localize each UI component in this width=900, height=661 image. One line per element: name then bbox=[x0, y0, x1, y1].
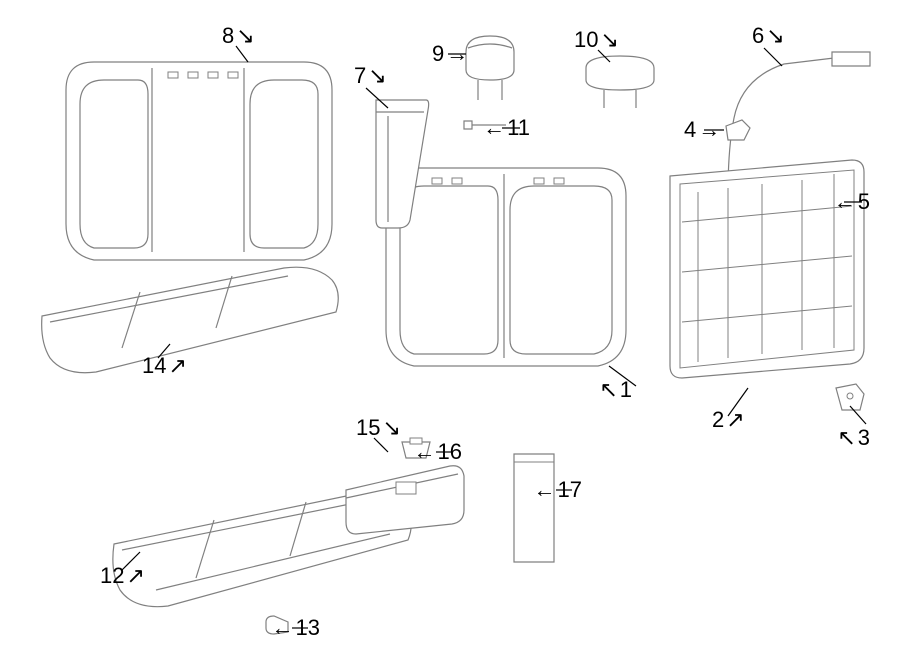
callout-ref: 16 bbox=[438, 439, 462, 464]
callout-ref: 3 bbox=[858, 425, 870, 450]
callout-ref: 5 bbox=[858, 189, 870, 214]
callout-ref: 4 bbox=[684, 117, 696, 142]
callout-ref: 12 bbox=[100, 563, 124, 588]
armrest-assy bbox=[340, 458, 470, 538]
callout-arrow: ↖ bbox=[837, 425, 855, 450]
callout-11: ←11 bbox=[481, 117, 530, 139]
callout-3: ↖3 bbox=[835, 427, 870, 449]
callout-arrow: → bbox=[446, 41, 468, 66]
seat-back-latch bbox=[722, 116, 754, 144]
callout-4: 4→ bbox=[684, 119, 722, 141]
callout-ref: 14 bbox=[142, 353, 166, 378]
callout-7: 7↘ bbox=[354, 65, 389, 87]
callout-6: 6↘ bbox=[752, 25, 787, 47]
callout-12: 12↗ bbox=[100, 565, 147, 587]
callout-arrow: ↘ bbox=[382, 415, 400, 440]
seat-cushion-assy bbox=[36, 262, 346, 382]
callout-arrow: ↘ bbox=[766, 23, 784, 48]
callout-arrow: ↗ bbox=[168, 353, 186, 378]
callout-ref: 9 bbox=[432, 41, 444, 66]
callout-ref: 2 bbox=[712, 407, 724, 432]
callout-ref: 13 bbox=[296, 615, 320, 640]
callout-16: ←16 bbox=[412, 441, 462, 463]
callout-arrow: ← bbox=[483, 115, 505, 140]
callout-14: 14↗ bbox=[142, 355, 189, 377]
callout-10: 10↘ bbox=[574, 29, 621, 51]
callout-ref: 17 bbox=[558, 477, 582, 502]
callout-ref: 8 bbox=[222, 23, 234, 48]
callout-1: ↖1 bbox=[597, 379, 632, 401]
seat-back-bolster bbox=[368, 92, 434, 232]
callout-arrow: ↘ bbox=[368, 63, 386, 88]
callout-8: 8↘ bbox=[222, 25, 257, 47]
callout-13: ←13 bbox=[270, 617, 320, 639]
seat-back-assy-left bbox=[58, 54, 340, 274]
callout-15: 15↘ bbox=[356, 417, 403, 439]
callout-ref: 1 bbox=[620, 377, 632, 402]
callout-17: ←17 bbox=[532, 479, 582, 501]
callout-arrow: ↗ bbox=[726, 407, 744, 432]
callout-9: 9→ bbox=[432, 43, 470, 65]
callout-arrow: ↘ bbox=[236, 23, 254, 48]
seat-back-frame bbox=[662, 152, 872, 382]
diagram-stage: ↖12↗↖34→←56↘7↘8↘9→10↘←1112↗←1314↗15↘←16←… bbox=[0, 0, 900, 661]
callout-arrow: ↘ bbox=[600, 27, 618, 52]
callout-arrow: ↖ bbox=[599, 377, 617, 402]
seat-belt-webbing bbox=[508, 448, 560, 568]
callout-5: ←5 bbox=[832, 191, 870, 213]
callout-2: 2↗ bbox=[712, 409, 747, 431]
callout-arrow: ← bbox=[272, 615, 294, 640]
seat-back-bracket bbox=[832, 380, 868, 416]
headrest-center bbox=[580, 50, 660, 114]
callout-arrow: ← bbox=[414, 439, 436, 464]
callout-ref: 6 bbox=[752, 23, 764, 48]
callout-arrow: ← bbox=[534, 477, 556, 502]
callout-arrow: ↗ bbox=[126, 563, 144, 588]
callout-ref: 10 bbox=[574, 27, 598, 52]
callout-ref: 15 bbox=[356, 415, 380, 440]
callout-ref: 7 bbox=[354, 63, 366, 88]
callout-ref: 11 bbox=[507, 115, 530, 140]
callout-arrow: ← bbox=[834, 189, 856, 214]
callout-arrow: → bbox=[698, 117, 720, 142]
